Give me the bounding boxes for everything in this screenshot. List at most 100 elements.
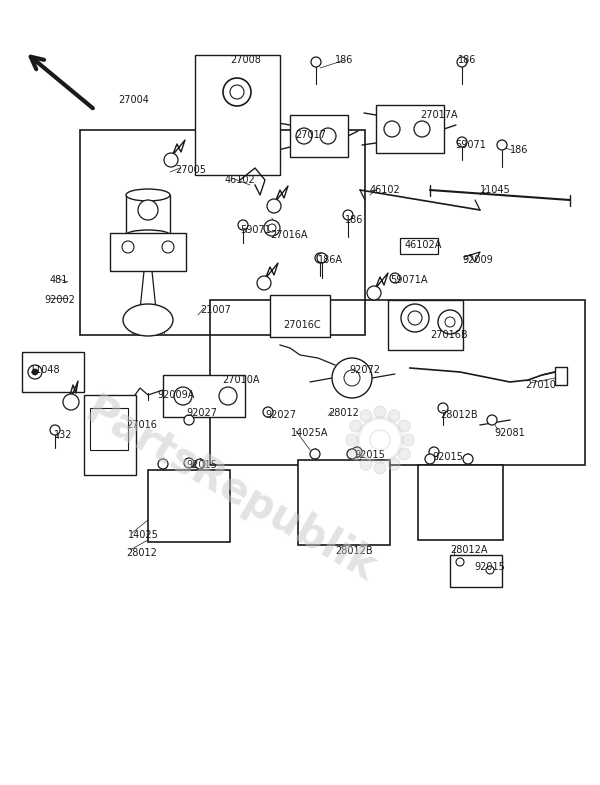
Bar	[298, 460, 390, 545]
Circle shape	[425, 454, 435, 464]
Circle shape	[398, 420, 410, 432]
Circle shape	[344, 370, 360, 386]
Circle shape	[438, 403, 448, 413]
Text: 27005: 27005	[175, 165, 206, 175]
Bar	[388, 300, 463, 350]
Circle shape	[317, 253, 327, 263]
Bar	[400, 238, 438, 254]
Bar	[290, 115, 348, 157]
Circle shape	[138, 200, 158, 220]
Circle shape	[438, 310, 462, 334]
Text: 59071: 59071	[455, 140, 486, 150]
Circle shape	[28, 365, 42, 379]
Circle shape	[487, 415, 497, 425]
Text: 27016B: 27016B	[430, 330, 467, 340]
Text: 92015: 92015	[474, 562, 505, 572]
Text: 27017: 27017	[295, 130, 326, 140]
Circle shape	[360, 458, 372, 470]
Circle shape	[398, 448, 410, 460]
Circle shape	[457, 57, 467, 67]
Circle shape	[164, 153, 178, 167]
Circle shape	[238, 220, 248, 230]
Circle shape	[367, 286, 381, 300]
Bar	[555, 367, 567, 385]
Circle shape	[296, 128, 312, 144]
Text: 92009A: 92009A	[157, 390, 194, 400]
Text: 27004: 27004	[118, 95, 149, 105]
Circle shape	[360, 410, 372, 422]
Bar	[84, 395, 136, 475]
Text: 92002: 92002	[44, 295, 75, 305]
Text: 21007: 21007	[200, 305, 231, 315]
Circle shape	[63, 394, 79, 410]
Circle shape	[332, 358, 372, 398]
Ellipse shape	[126, 230, 170, 240]
Circle shape	[408, 311, 422, 325]
Text: 92081: 92081	[494, 428, 525, 438]
Circle shape	[162, 241, 174, 253]
Text: 27016C: 27016C	[283, 320, 320, 330]
Circle shape	[310, 449, 320, 459]
Text: 92027: 92027	[265, 410, 296, 420]
Ellipse shape	[126, 189, 170, 201]
Text: 14025: 14025	[128, 530, 159, 540]
Bar	[270, 295, 330, 337]
Text: 27017A: 27017A	[420, 110, 458, 120]
Circle shape	[472, 560, 482, 570]
Text: 28012B: 28012B	[335, 546, 373, 556]
Circle shape	[497, 140, 507, 150]
Circle shape	[350, 420, 362, 432]
Circle shape	[50, 425, 60, 435]
Text: 46102A: 46102A	[405, 240, 442, 250]
Text: PartsRepublik: PartsRepublik	[77, 389, 383, 590]
Bar	[163, 375, 245, 417]
Text: 27010: 27010	[525, 380, 556, 390]
Text: 27016A: 27016A	[270, 230, 308, 240]
Circle shape	[401, 304, 429, 332]
Circle shape	[486, 566, 494, 574]
Circle shape	[195, 459, 205, 469]
Circle shape	[347, 449, 357, 459]
Text: 186: 186	[510, 145, 529, 155]
Text: 59071A: 59071A	[390, 275, 427, 285]
Circle shape	[230, 85, 244, 99]
Text: 92015: 92015	[186, 460, 217, 470]
Circle shape	[390, 273, 400, 283]
Text: 27008: 27008	[230, 55, 261, 65]
Circle shape	[352, 447, 362, 457]
Bar	[195, 55, 280, 175]
Text: 92015: 92015	[432, 452, 463, 462]
Circle shape	[264, 220, 280, 236]
Circle shape	[350, 448, 362, 460]
Text: 186: 186	[345, 215, 364, 225]
Bar	[90, 408, 128, 450]
Bar	[110, 233, 186, 271]
Text: 11045: 11045	[480, 185, 511, 195]
Text: 28012: 28012	[126, 548, 157, 558]
Bar	[376, 105, 444, 153]
Text: 27010A: 27010A	[222, 375, 260, 385]
Circle shape	[463, 454, 473, 464]
Circle shape	[320, 128, 336, 144]
Circle shape	[374, 406, 386, 418]
Circle shape	[343, 210, 353, 220]
Text: 46102: 46102	[370, 185, 401, 195]
Text: 28012: 28012	[328, 408, 359, 418]
Circle shape	[219, 387, 237, 405]
Bar	[148, 470, 230, 542]
Text: 186: 186	[335, 55, 353, 65]
Circle shape	[268, 224, 276, 232]
Text: 132: 132	[54, 430, 73, 440]
Text: 186A: 186A	[318, 255, 343, 265]
Bar	[22, 352, 84, 392]
Circle shape	[445, 317, 455, 327]
Bar	[418, 465, 503, 540]
Circle shape	[184, 415, 194, 425]
Circle shape	[374, 462, 386, 474]
Bar	[210, 300, 585, 465]
Circle shape	[456, 558, 464, 566]
Circle shape	[388, 410, 400, 422]
Text: 46102: 46102	[225, 175, 256, 185]
Text: 14025A: 14025A	[291, 428, 329, 438]
Circle shape	[122, 241, 134, 253]
